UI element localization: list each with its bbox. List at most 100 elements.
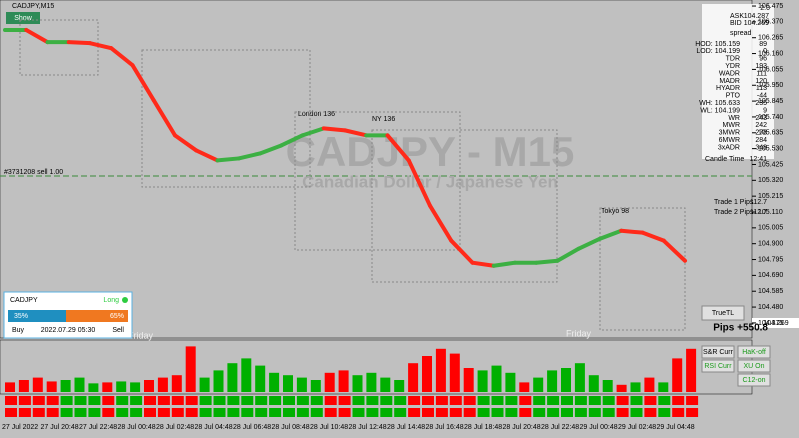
- y-tick-label: 104.375: [758, 320, 783, 327]
- strip-cell: [185, 408, 198, 417]
- panel-button[interactable]: [737, 359, 771, 373]
- x-tick-label: 28 Jul 00:48: [118, 424, 156, 431]
- truetl-label: TrueTL: [712, 310, 734, 317]
- info-label: WL: 104.199: [700, 107, 740, 114]
- strip-cell: [338, 396, 351, 405]
- info-value: 193: [755, 63, 767, 70]
- y-tick-label: 106.370: [758, 19, 783, 26]
- panel-button[interactable]: [701, 345, 735, 359]
- info-value: 12:41: [749, 156, 767, 163]
- y-tick-label: 105.320: [758, 177, 783, 184]
- day-label: Friday: [566, 328, 592, 338]
- price-tag: [752, 318, 799, 328]
- strip-cell: [491, 408, 504, 417]
- histogram-bar: [32, 377, 43, 392]
- histogram-bar: [130, 382, 141, 392]
- ma-segment: [300, 126, 326, 138]
- info-value: 0: [763, 48, 767, 55]
- x-tick-label: 28 Jul 04:48: [195, 424, 233, 431]
- truetl-button[interactable]: [701, 305, 745, 321]
- y-tick-label: 104.480: [758, 304, 783, 311]
- info-value: 235: [755, 100, 767, 107]
- strip-cell: [157, 408, 170, 417]
- ma-segment: [428, 203, 454, 243]
- info-value: 243: [755, 115, 767, 122]
- ma-segment: [598, 228, 624, 241]
- histogram-bar: [463, 368, 474, 392]
- strip-cell: [46, 408, 59, 417]
- strip-cell: [519, 408, 532, 417]
- ma-segment: [449, 238, 475, 265]
- x-tick-label: 27 Jul 2022: [2, 424, 38, 431]
- strip-cell: [463, 408, 476, 417]
- histogram-bar: [394, 380, 405, 392]
- y-tick-label: 105.740: [758, 114, 783, 121]
- ma-segment: [491, 260, 517, 268]
- trade-label: Trade 2 Pips: [714, 209, 754, 216]
- ma-segment: [470, 260, 496, 268]
- strip-cell: [547, 396, 560, 405]
- strip-cell: [644, 396, 657, 405]
- ma-segment: [151, 98, 177, 138]
- x-tick-label: 28 Jul 18:48: [464, 424, 502, 431]
- info-label: HOD: 105.159: [695, 41, 740, 48]
- sessions: [19, 19, 686, 331]
- y-tick-label: 104.690: [758, 272, 783, 279]
- ma-segment: [534, 258, 560, 265]
- y-tick-label: 105.530: [758, 145, 783, 152]
- info-value: 111: [756, 70, 767, 77]
- histogram-bar: [283, 375, 293, 392]
- ma-segment: [576, 236, 602, 251]
- panel-button[interactable]: [737, 345, 771, 359]
- strip-cell: [574, 396, 587, 405]
- strip-cell: [352, 408, 365, 417]
- histogram-bar: [533, 377, 544, 392]
- strip-cell: [408, 408, 421, 417]
- panel-button[interactable]: [701, 359, 735, 373]
- session-label: London 136: [298, 111, 335, 118]
- strip-cell: [366, 408, 379, 417]
- strip-cell: [588, 396, 601, 405]
- strip-cell: [574, 408, 587, 417]
- info-label: Candle Time: [705, 156, 744, 163]
- strip-cell: [449, 408, 462, 417]
- y-tick-label: 105.635: [758, 130, 783, 137]
- strip-cell: [227, 408, 240, 417]
- strip-cell: [616, 396, 629, 405]
- panel-button-label: S&R Curr: [703, 349, 734, 356]
- strip-cell: [296, 408, 309, 417]
- strip-cell: [241, 396, 254, 405]
- panel-button[interactable]: [737, 373, 771, 387]
- strip-cell: [18, 396, 31, 405]
- strip-cell: [255, 408, 268, 417]
- x-tick-label: 28 Jul 06:48: [233, 424, 271, 431]
- watermark-sub: Canadian Dollar / Japanese Yen: [302, 172, 558, 191]
- strip-cell: [366, 396, 379, 405]
- strip-cell: [408, 396, 421, 405]
- info-value: 113: [756, 85, 767, 92]
- y-tick-label: 106.265: [758, 35, 783, 42]
- y-tick-label: 105.110: [758, 209, 783, 216]
- strip-cell: [658, 396, 671, 405]
- info-value: 242: [755, 122, 767, 129]
- info-text: 104.269: [744, 20, 769, 27]
- histogram-bar: [644, 377, 655, 392]
- info-value: 96: [759, 56, 767, 63]
- strip-cell: [477, 396, 490, 405]
- strip-cell: [352, 396, 365, 405]
- x-tick-label: 28 Jul 10:48: [310, 424, 348, 431]
- info-value: 284: [755, 137, 767, 144]
- window-title: CADJPY,M15: [12, 3, 54, 10]
- strip-cell: [310, 408, 323, 417]
- info-label: WR: [728, 115, 740, 122]
- strip-cell: [435, 396, 448, 405]
- info-text: 2.0: [760, 5, 770, 12]
- info-text: BID: [730, 20, 742, 27]
- strip-cell: [116, 408, 129, 417]
- strip-cell: [422, 408, 434, 417]
- histogram-bar: [18, 380, 29, 392]
- show-button[interactable]: [6, 12, 40, 24]
- strip-cell: [199, 408, 212, 417]
- info-panel: [702, 4, 774, 159]
- histogram-bar: [477, 370, 488, 392]
